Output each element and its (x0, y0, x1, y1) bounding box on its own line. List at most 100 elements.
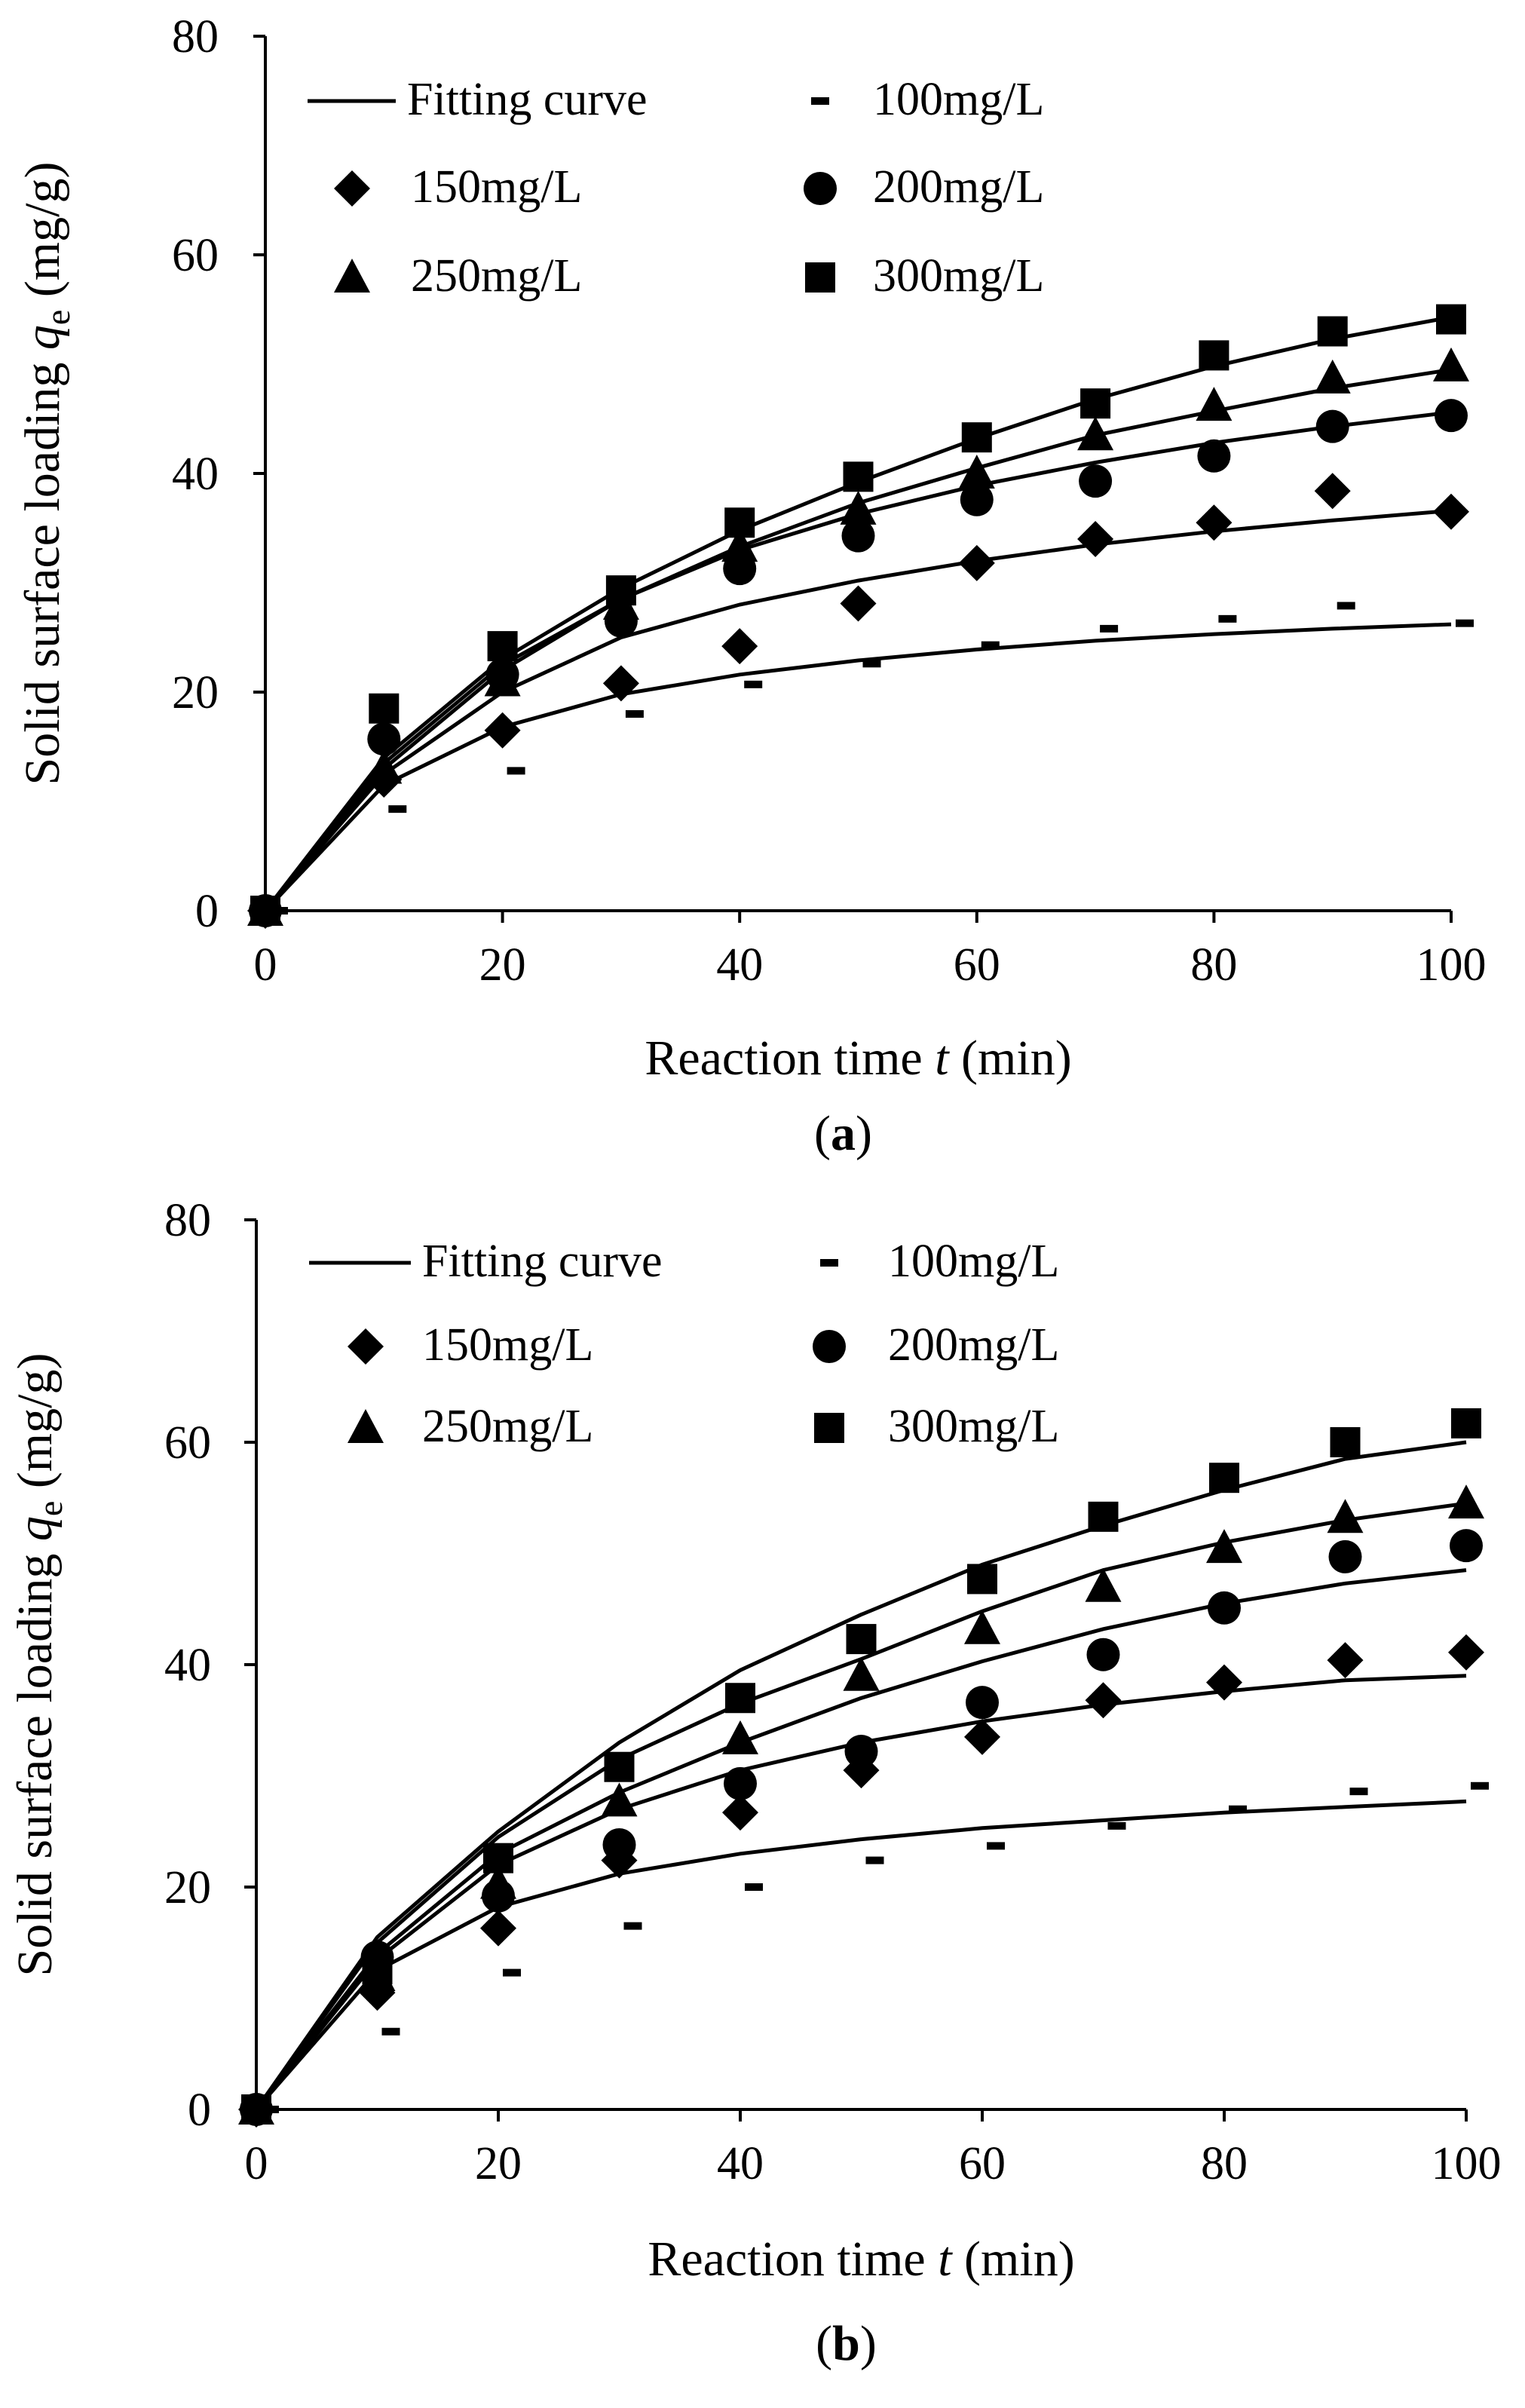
panel-b-legend-label: 150mg/L (422, 1319, 593, 1371)
panel-b-point-150mg-L (722, 1794, 758, 1831)
panel-b-y-tick-label: 40 (164, 1640, 211, 1691)
panel-b-x-tick-label: 60 (959, 2138, 1006, 2189)
panel-b-point-200mg-L (724, 1766, 757, 1800)
panel-b-x-tick-label: 40 (717, 2138, 764, 2189)
panel-b-point-200mg-L (844, 1735, 878, 1769)
panel-a-point-300mg-L (487, 631, 518, 662)
panel-b-point-300mg-L (846, 1624, 877, 1655)
panel-a-x-tick-label: 100 (1416, 939, 1487, 991)
panel-b-point-100mg-L (503, 1968, 521, 1977)
panel-b-legend-marker-diamond (348, 1328, 384, 1365)
panel-b-chart: 0 20 40 60 80 0 20 40 60 80 100 Reaction time t (mi… (8, 1195, 1502, 2371)
panel-b-legend-marker-dash (820, 1259, 838, 1267)
panel-b-y-tick-label: 0 (188, 2085, 211, 2136)
panel-a-point-150mg-L (484, 712, 521, 749)
panel-a-point-150mg-L (840, 585, 877, 622)
panel-b-point-100mg-L (987, 1842, 1005, 1850)
panel-b-point-150mg-L (1085, 1682, 1122, 1719)
panel-a-point-250mg-L (721, 528, 758, 562)
panel-a-series-200mg-L (249, 399, 1468, 927)
panel-a-point-200mg-L (960, 483, 994, 516)
panel-b-point-150mg-L (1448, 1634, 1484, 1671)
panel-a-legend-marker-dash (811, 97, 829, 105)
panel-b-point-100mg-L (865, 1856, 884, 1864)
panel-b-point-300mg-L (241, 2094, 271, 2125)
panel-b-legend-label: Fitting curve (422, 1236, 663, 1287)
panel-a-fit-curve-4 (264, 367, 1452, 912)
panel-a-point-200mg-L (367, 722, 401, 756)
panel-b-point-250mg-L (1448, 1484, 1484, 1519)
panel-a-point-100mg-L (388, 805, 407, 813)
panel-a-x-tick-label: 40 (716, 939, 763, 991)
panel-b-point-250mg-L (1327, 1499, 1364, 1533)
panel-b-point-300mg-L (1209, 1463, 1239, 1494)
panel-b-x-axis-title: Reaction time t (min) (648, 2232, 1074, 2287)
panel-b-point-250mg-L (1206, 1529, 1242, 1564)
panel-b-point-200mg-L (1086, 1638, 1120, 1671)
panel-b-point-200mg-L (966, 1686, 999, 1720)
panel-a-point-300mg-L (724, 507, 755, 538)
panel-a-point-100mg-L (1218, 614, 1237, 623)
panel-a-legend-label: 300mg/L (873, 250, 1044, 302)
panel-b-y-tick-label: 60 (164, 1417, 211, 1469)
panel-a-point-250mg-L (958, 455, 995, 489)
panel-a-point-300mg-L (1199, 340, 1229, 371)
panel-b-point-200mg-L (1208, 1591, 1241, 1625)
panel-b-legend-label: 100mg/L (888, 1236, 1059, 1287)
panel-b-legend-marker-circle (813, 1330, 846, 1363)
panel-b-point-100mg-L (1349, 1788, 1368, 1796)
panel-a-y-axis-title: Solid surface loading qe (mg/g) (15, 162, 77, 786)
panel-b-point-300mg-L (1330, 1427, 1361, 1457)
panel-b-point-150mg-L (480, 1910, 516, 1947)
panel-a-point-200mg-L (1197, 439, 1231, 473)
panel-b-legend: Fitting curve 100mg/L 150mg/L 200mg/L 250mg/… (309, 1236, 1059, 1452)
panel-b-point-250mg-L (601, 1782, 638, 1817)
panel-b-point-300mg-L (483, 1843, 513, 1873)
panel-a-point-100mg-L (1100, 624, 1119, 633)
panel-a-point-150mg-L (1314, 473, 1351, 510)
panel-a-point-250mg-L (1196, 387, 1233, 421)
panel-b-legend-label: 300mg/L (888, 1401, 1059, 1452)
panel-b-point-150mg-L (964, 1718, 1000, 1755)
panel-a-point-200mg-L (1079, 464, 1113, 498)
panel-b-point-250mg-L (722, 1720, 758, 1754)
panel-b-series-150mg-L (238, 1634, 1484, 2128)
panel-b-point-100mg-L (381, 2027, 400, 2036)
panel-b-point-300mg-L (1451, 1408, 1481, 1438)
panel-a-point-200mg-L (841, 519, 875, 553)
panel-a-point-100mg-L (625, 710, 644, 718)
panel-a-y-tick-label: 60 (172, 230, 219, 281)
panel-a-point-300mg-L (605, 575, 636, 606)
panel-b-x-tick-label: 20 (475, 2138, 522, 2189)
panel-a-x-tick-label: 60 (954, 939, 1000, 991)
panel-b-point-100mg-L (1471, 1781, 1489, 1790)
panel-a-point-250mg-L (1077, 416, 1114, 451)
panel-a-point-300mg-L (369, 693, 400, 724)
panel-a-chart: 0 20 40 60 80 0 20 40 60 80 100 Reaction time t (mi… (15, 11, 1487, 1161)
panel-b-caption: (b) (816, 2316, 877, 2371)
panel-a-y-tick-label: 40 (172, 449, 219, 500)
panel-a-point-250mg-L (484, 662, 521, 697)
panel-a-legend: Fitting curve 100mg/L 150mg/L 200mg/L 250mg/… (308, 74, 1044, 302)
panel-a-point-150mg-L (1196, 504, 1233, 541)
panel-a-x-tick-label: 80 (1190, 939, 1237, 991)
panel-a-x-tick-label: 20 (479, 939, 526, 991)
panel-a-point-100mg-L (507, 767, 525, 775)
panel-a-point-300mg-L (843, 461, 874, 492)
panel-a-point-150mg-L (1077, 521, 1114, 557)
panel-b-point-300mg-L (604, 1751, 635, 1782)
panel-b-series-250mg-L (238, 1484, 1484, 2125)
panel-b-point-200mg-L (602, 1827, 636, 1861)
panel-a-legend-marker-square (805, 262, 835, 293)
panel-b-y-tick-label: 80 (164, 1195, 211, 1246)
panel-a-y-tick-label: 0 (195, 886, 219, 937)
panel-a-point-250mg-L (1433, 347, 1469, 381)
panel-b-point-250mg-L (964, 1610, 1000, 1644)
panel-a-point-300mg-L (1317, 316, 1348, 347)
panel-b-x-tick-label: 0 (245, 2138, 268, 2189)
panel-b-point-300mg-L (362, 1954, 393, 1985)
panel-a-legend-marker-diamond (334, 170, 370, 207)
panel-a-point-300mg-L (1436, 304, 1466, 335)
panel-b-point-200mg-L (1328, 1539, 1362, 1573)
